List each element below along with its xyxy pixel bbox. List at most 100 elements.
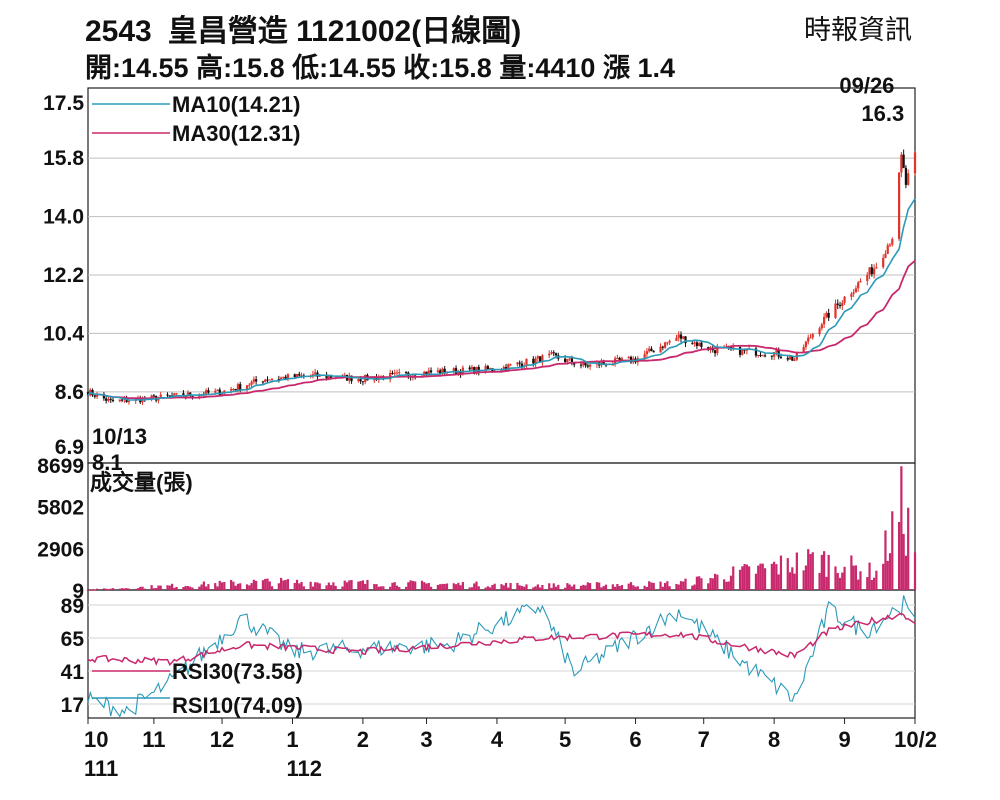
candle-body [836,303,839,305]
candle-body [698,342,701,347]
candle-body [518,362,521,364]
volume-bar [89,589,92,591]
volume-bar [202,581,205,590]
volume-bar [207,584,210,590]
volume-bar [836,573,839,590]
candle-body [489,368,492,370]
x-tick-label: 11 [142,727,165,752]
volume-bar [725,581,728,590]
candle-body [168,395,171,397]
volume-bar [818,572,821,590]
candle-body [268,379,271,381]
candle-body [716,347,719,354]
volume-bar [491,585,494,590]
candle-body [854,288,858,293]
candle-body [902,154,905,168]
candle-body [220,393,224,396]
volume-bar [679,581,683,590]
candle-body [536,356,539,359]
candle-body [191,395,194,397]
candle-body [791,356,794,361]
volume-bar [868,562,871,590]
volume-bar [293,582,296,590]
volume-bar [554,586,558,590]
candle-body [875,267,878,269]
rsi30-line [87,612,916,666]
x-tick-label: 2 [357,727,369,752]
volume-bar [613,586,617,590]
candle-body [573,362,576,365]
candle-body [329,375,333,378]
volume-bar [682,581,685,590]
volume-bar [404,586,408,590]
volume-bar [443,583,446,590]
candle-body [859,280,862,283]
candle-body [602,362,605,365]
ma30-legend-label: MA30(12.31) [172,121,300,146]
volume-bar [866,577,869,590]
volume-bar [602,586,605,590]
candle-body [152,395,155,397]
volume-bar [552,583,555,590]
candle-body [86,391,90,396]
volume-bar [648,581,651,590]
volume-bar [825,576,828,590]
volume-tick-label: 5802 [37,497,84,520]
candle-body [286,374,290,380]
candle-body [866,274,869,281]
volume-bar [777,574,780,590]
volume-bar [716,574,719,590]
volume-bar [779,555,783,590]
candle-body [759,354,762,356]
candle-body [886,245,889,254]
candle-body [175,393,178,395]
volume-bar [325,585,328,590]
rsi30-legend-label: RSI30(73.58) [172,659,303,684]
candle-body [218,389,221,396]
volume-bar [788,572,792,590]
volume-bar [295,579,299,590]
candle-body [566,358,569,362]
candle-body [682,336,685,339]
volume-bar [700,578,703,590]
volume-bar [536,584,539,590]
volume-bar [150,585,153,590]
ma30-line [87,260,916,400]
volume-bar [475,581,478,590]
candle-body [554,353,558,356]
candle-body [827,312,830,318]
candle-body [398,372,401,374]
volume-bar [698,576,701,590]
candle-body [588,364,592,367]
volume-bar [791,567,794,590]
candle-body [198,395,201,397]
candle-body [913,152,917,174]
candle-body [770,355,773,357]
candle-body [393,372,396,374]
volume-bar [223,581,226,590]
price-tick-label: 14.0 [43,206,84,229]
volume-bar [277,583,280,590]
rsi-tick-label: 17 [61,694,84,717]
candle-body [173,393,176,396]
volume-bar [875,570,878,590]
candle-body [214,390,217,393]
volume-bar [643,585,646,590]
volume-bar [186,586,190,590]
volume-bar [557,584,560,590]
volume-bar [870,579,873,590]
candle-body [811,334,814,338]
volume-bar [564,587,567,590]
chart-header: 2543 皇昌營造 1121002(日線圖) [85,6,521,50]
candle-body [552,352,555,354]
volume-bar [395,585,399,590]
candle-body [95,394,99,397]
candle-body [584,362,587,366]
volume-bar [141,586,144,590]
candle-body [325,374,328,379]
candle-body [820,324,823,329]
candle-body [643,354,646,359]
volume-bar [636,586,639,590]
candle-body [900,154,903,173]
candle-body [823,316,826,325]
